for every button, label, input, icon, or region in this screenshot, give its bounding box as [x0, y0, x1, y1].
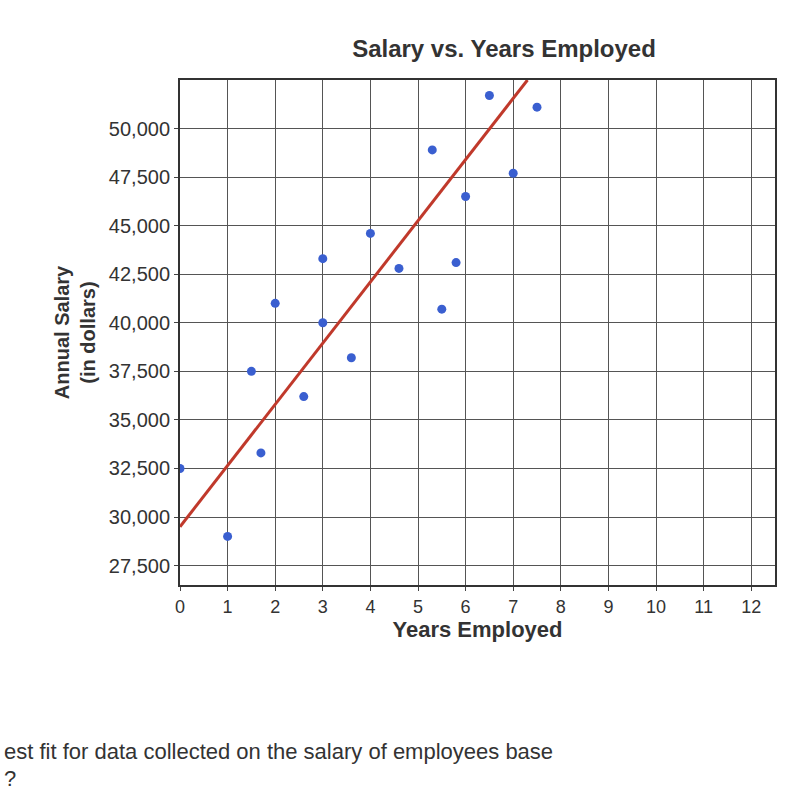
svg-text:12: 12	[741, 597, 761, 617]
svg-text:47,500: 47,500	[109, 166, 170, 188]
svg-text:8: 8	[556, 597, 566, 617]
svg-text:45,000: 45,000	[109, 215, 170, 237]
svg-text:Annual Salary(in dollars): Annual Salary(in dollars)	[51, 265, 99, 399]
svg-text:3: 3	[318, 597, 328, 617]
svg-text:7: 7	[508, 597, 518, 617]
svg-text:35,000: 35,000	[109, 409, 170, 431]
svg-text:est fit for data collected on: est fit for data collected on the salary…	[4, 739, 553, 764]
svg-text:9: 9	[603, 597, 613, 617]
svg-text:Years Employed: Years Employed	[393, 617, 563, 642]
svg-text:37,500: 37,500	[109, 360, 170, 382]
svg-text:40,000: 40,000	[109, 312, 170, 334]
svg-text:2: 2	[270, 597, 280, 617]
svg-text:0: 0	[175, 597, 185, 617]
svg-text:6: 6	[461, 597, 471, 617]
svg-text:42,500: 42,500	[109, 263, 170, 285]
svg-text:10: 10	[646, 597, 666, 617]
svg-text:5: 5	[413, 597, 423, 617]
svg-text:Salary vs. Years Employed: Salary vs. Years Employed	[352, 35, 656, 62]
svg-text:4: 4	[365, 597, 375, 617]
svg-text:30,000: 30,000	[109, 506, 170, 528]
svg-text:?: ?	[4, 766, 16, 791]
svg-text:11: 11	[694, 597, 713, 617]
svg-text:32,500: 32,500	[109, 457, 170, 479]
svg-text:27,500: 27,500	[109, 555, 170, 577]
svg-text:1: 1	[223, 597, 233, 617]
svg-text:50,000: 50,000	[109, 118, 170, 140]
